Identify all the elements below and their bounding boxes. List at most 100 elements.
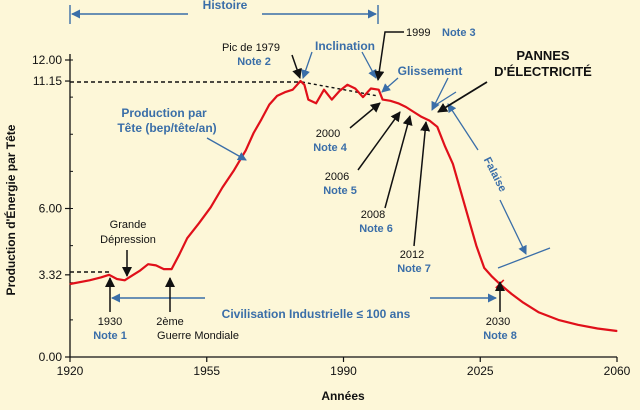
data-point	[307, 99, 309, 101]
data-point	[382, 99, 384, 101]
label-pic-1979: Pic de 1979	[222, 42, 280, 54]
data-point	[577, 324, 579, 326]
data-point	[292, 89, 294, 91]
data-point	[268, 104, 270, 106]
label-falaise: Falaise	[481, 155, 509, 194]
label-pic-note: Note 2	[237, 56, 271, 68]
data-point	[303, 84, 305, 86]
data-point	[131, 274, 134, 276]
data-point	[108, 274, 110, 276]
data-point	[155, 264, 157, 266]
data-point	[557, 319, 560, 321]
data-point	[339, 90, 341, 92]
data-point	[467, 217, 470, 219]
x-tick-label: 1990	[330, 364, 357, 378]
y-tick-label: 11.15	[33, 74, 62, 88]
x-tick-label: 2060	[604, 364, 631, 378]
data-point	[253, 132, 255, 134]
glissement-arrow-left	[381, 77, 399, 93]
label-civilisation: Civilisation Industrielle ≤ 100 ans	[222, 307, 411, 321]
data-point	[315, 102, 317, 104]
arrow-2000	[349, 102, 381, 129]
y-tick-label: 12.00	[32, 53, 62, 67]
y-axis-title: Production d'Énergie par Tête	[3, 124, 18, 295]
data-point	[354, 87, 356, 90]
y-tick-label: 3.32	[39, 268, 63, 282]
data-point	[210, 206, 212, 208]
falaise-arrow-up	[447, 103, 479, 151]
label-note5: Note 5	[323, 185, 357, 197]
data-point	[163, 268, 165, 270]
data-point	[460, 190, 462, 192]
data-point	[510, 293, 513, 295]
data-point	[428, 120, 431, 122]
data-point	[284, 91, 286, 93]
label-inclination: Inclination	[315, 39, 375, 53]
label-depression: Dépression	[100, 234, 156, 246]
data-point	[436, 126, 438, 128]
data-point	[483, 267, 485, 269]
label-histoire: Histoire	[203, 0, 248, 12]
label-pannes-1: PANNES	[516, 48, 570, 63]
label-2000: 2000	[316, 128, 340, 140]
data-point	[260, 118, 262, 120]
x-tick-label: 2025	[467, 364, 494, 378]
label-2eme: 2ème	[156, 316, 184, 328]
data-point	[370, 87, 372, 90]
label-glissement: Glissement	[398, 64, 463, 78]
data-point	[389, 100, 391, 102]
data-point	[100, 276, 102, 278]
data-point	[421, 116, 423, 118]
falaise-arrow-down	[499, 199, 527, 255]
data-point	[323, 89, 325, 91]
tick-labels: 1920 1955 1990 2025 2060 0.00 3.32 6.00 11.15 12.…	[32, 53, 631, 378]
arrow-2008	[384, 115, 413, 209]
y-tick-label: 6.00	[39, 202, 63, 216]
series-line	[69, 79, 618, 333]
label-pannes-2: D'ÉLECTRICITÉ	[494, 64, 592, 79]
data-point	[116, 278, 118, 280]
data-point	[198, 222, 200, 224]
label-note6: Note 6	[359, 223, 393, 235]
data-point	[475, 245, 477, 247]
inclination-arrow-left	[301, 51, 313, 79]
data-point	[378, 89, 380, 91]
ref-line-11-15-tail	[301, 81, 379, 97]
pannes-arrow	[437, 81, 488, 113]
data-point	[88, 279, 91, 281]
data-point	[69, 283, 71, 285]
label-2012: 2012	[400, 249, 424, 261]
falaise-bracket-bottom	[497, 247, 551, 269]
data-point	[596, 327, 599, 330]
data-point	[171, 268, 173, 270]
pic-arrow	[291, 54, 302, 79]
data-point	[362, 96, 364, 98]
production-arrow	[206, 137, 247, 161]
x-tick-label: 1920	[57, 364, 84, 378]
data-point	[186, 237, 188, 239]
data-point	[299, 80, 302, 82]
data-point	[276, 95, 278, 97]
x-tick-label: 1955	[193, 364, 220, 378]
x-axis-title: Années	[321, 389, 365, 403]
label-guerre: Guerre Mondiale	[157, 330, 239, 342]
label-1999: 1999	[406, 27, 430, 39]
arrow-1999	[374, 31, 404, 81]
arrow-2006	[357, 111, 401, 171]
label-note4: Note 4	[313, 142, 348, 154]
label-production-2: Tête (bep/tête/an)	[117, 121, 216, 135]
label-note7: Note 7	[397, 263, 431, 275]
label-2030: 2030	[486, 316, 510, 328]
data-point	[139, 269, 141, 271]
label-2006: 2006	[325, 171, 349, 183]
data-point	[452, 163, 454, 165]
label-grande: Grande	[110, 219, 147, 231]
data-point	[346, 84, 348, 86]
data-point	[124, 279, 126, 281]
data-point	[397, 102, 399, 104]
label-note8: Note 8	[483, 330, 517, 342]
inclination-arrow-right	[361, 51, 377, 79]
data-point	[331, 99, 333, 101]
data-point	[405, 106, 407, 108]
